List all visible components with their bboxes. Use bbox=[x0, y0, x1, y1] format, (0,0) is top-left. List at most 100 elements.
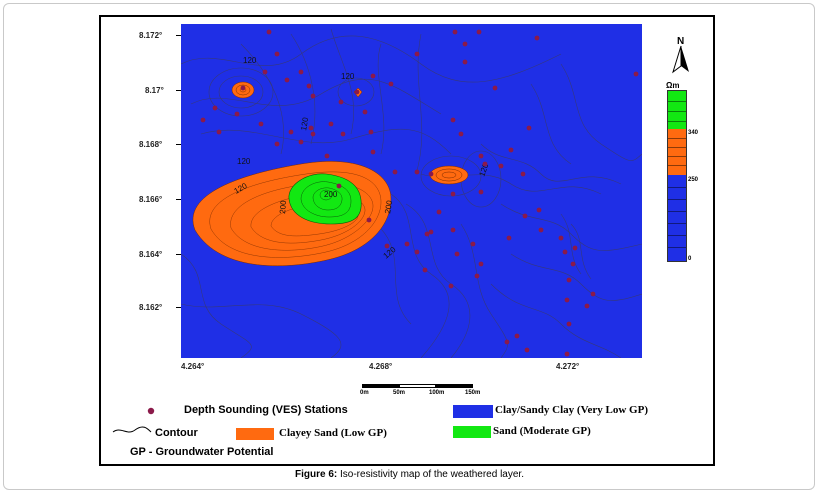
ves-station-point bbox=[454, 251, 460, 257]
map-canvas: 120 120 120 120 120 120 200 200 200 120 bbox=[181, 28, 642, 358]
ves-station-point bbox=[424, 231, 430, 237]
ves-station-point bbox=[436, 209, 442, 215]
ves-station-point bbox=[308, 125, 314, 131]
contour-label: 120 bbox=[382, 245, 398, 261]
ves-station-point bbox=[492, 85, 498, 91]
ves-station-point bbox=[288, 129, 294, 135]
north-arrow: N bbox=[672, 36, 689, 74]
ves-station-point bbox=[450, 191, 456, 197]
ves-station-point bbox=[234, 111, 240, 117]
ves-station-point bbox=[370, 73, 376, 79]
ves-station-point bbox=[368, 129, 374, 135]
scale-bar: 0m 50m 100m 150m bbox=[360, 384, 480, 400]
lon-label-4268: 4.268° bbox=[369, 362, 393, 371]
ves-station-point bbox=[570, 261, 576, 267]
ves-station-point bbox=[414, 51, 420, 57]
ves-station-point bbox=[404, 241, 410, 247]
ves-station-point bbox=[428, 171, 434, 177]
ves-station-point bbox=[428, 229, 434, 235]
color-bar-blue bbox=[668, 175, 686, 261]
ves-station-point bbox=[310, 93, 316, 99]
contour-label: 120 bbox=[341, 72, 355, 81]
ves-station-point bbox=[504, 339, 510, 345]
ves-station-point bbox=[298, 139, 304, 145]
ves-station-point bbox=[476, 29, 482, 35]
ves-station-point bbox=[584, 303, 590, 309]
ves-station-point bbox=[324, 153, 330, 159]
ves-station-point bbox=[414, 249, 420, 255]
ves-station-point bbox=[534, 35, 540, 41]
station-key-icon bbox=[147, 407, 155, 415]
ves-station-point bbox=[388, 81, 394, 87]
ves-station-point bbox=[520, 171, 526, 177]
ves-station-point bbox=[212, 105, 218, 111]
ves-station-point bbox=[590, 291, 596, 297]
legend-contour-text: Contour bbox=[155, 427, 198, 439]
ves-station-point bbox=[522, 213, 528, 219]
ves-station-point bbox=[508, 147, 514, 153]
color-bar-unit: Ωm bbox=[666, 81, 680, 90]
contour-lines bbox=[181, 28, 642, 358]
lat-tick bbox=[176, 199, 181, 200]
ves-station-point bbox=[298, 69, 304, 75]
ves-station-point bbox=[566, 277, 572, 283]
contour-key-icon bbox=[112, 426, 152, 433]
ves-station-point bbox=[422, 267, 428, 273]
ves-station-point bbox=[274, 51, 280, 57]
ves-station-point bbox=[258, 121, 264, 127]
scale-label-50: 50m bbox=[393, 390, 406, 396]
ves-station-point bbox=[538, 227, 544, 233]
resistivity-map: 120 120 120 120 120 120 200 200 200 120 bbox=[181, 24, 642, 358]
ves-station-point bbox=[474, 273, 480, 279]
sand-zone bbox=[288, 173, 362, 225]
ves-station-point bbox=[506, 235, 512, 241]
ves-station-point bbox=[274, 141, 280, 147]
ves-station-point bbox=[340, 131, 346, 137]
ves-station-point bbox=[338, 99, 344, 105]
color-bar-tick-0: 0 bbox=[688, 256, 692, 262]
lat-tick bbox=[176, 144, 181, 145]
caption-label: Figure 6: bbox=[295, 469, 338, 480]
ves-station-point bbox=[562, 249, 568, 255]
lon-label-4272: 4.272° bbox=[556, 362, 580, 371]
clay-swatch bbox=[453, 405, 493, 418]
lat-tick bbox=[176, 254, 181, 255]
clayey-sand-zone bbox=[192, 161, 392, 267]
color-bar-green bbox=[668, 91, 686, 129]
ves-station-point bbox=[572, 245, 578, 251]
ves-station-point bbox=[450, 117, 456, 123]
lat-tick bbox=[176, 35, 181, 36]
legend-clay-text: Clay/Sandy Clay (Very Low GP) bbox=[495, 404, 648, 416]
scale-label-150: 150m bbox=[465, 390, 481, 396]
legend-gp-note: GP - Groundwater Potential bbox=[130, 446, 274, 458]
contour-label: 120 bbox=[237, 157, 251, 166]
ves-station-point bbox=[362, 109, 368, 115]
lat-tick bbox=[176, 307, 181, 308]
color-bar bbox=[667, 90, 687, 262]
ves-station-point bbox=[306, 83, 312, 89]
ves-station-point bbox=[200, 117, 206, 123]
north-label: N bbox=[677, 36, 684, 47]
ves-station-point bbox=[262, 69, 268, 75]
lat-label-8166: 8.166° bbox=[139, 195, 163, 204]
ves-station-point bbox=[536, 207, 542, 213]
ves-station-point bbox=[462, 59, 468, 65]
ves-station-point bbox=[392, 169, 398, 175]
ves-station-point bbox=[450, 227, 456, 233]
contour-label: 200 bbox=[324, 190, 338, 199]
contour-label: 200 bbox=[278, 200, 288, 215]
ves-station-point bbox=[564, 351, 570, 357]
ves-station-point bbox=[458, 131, 464, 137]
ves-station-point bbox=[284, 77, 290, 83]
ves-station-point bbox=[498, 163, 504, 169]
ves-station-point bbox=[482, 161, 488, 167]
ves-station-point bbox=[478, 189, 484, 195]
ves-station-point bbox=[566, 321, 572, 327]
ves-station-point bbox=[336, 183, 342, 189]
scale-label-0: 0m bbox=[360, 390, 369, 396]
figure-caption: Figure 6: Iso-resistivity map of the wea… bbox=[0, 469, 819, 480]
legend-stations-text: Depth Sounding (VES) Stations bbox=[184, 404, 348, 416]
ves-station-point bbox=[514, 333, 520, 339]
clayey-sand-swatch bbox=[236, 428, 274, 440]
ves-station-point bbox=[370, 149, 376, 155]
